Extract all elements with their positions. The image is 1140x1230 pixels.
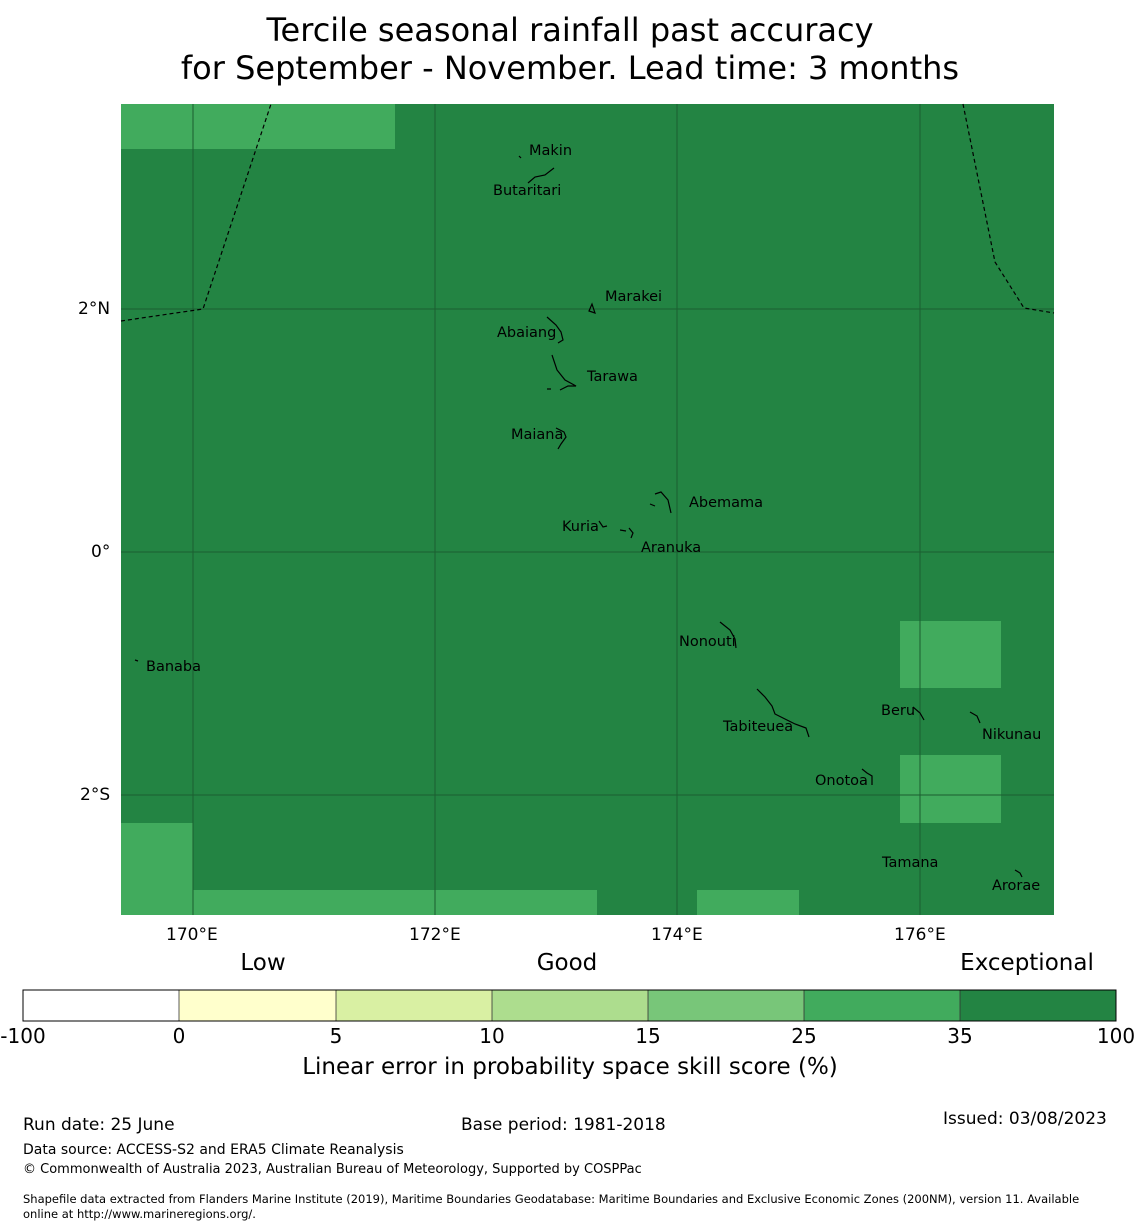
island-coastline	[598, 520, 608, 528]
island-label-banaba: Banaba	[146, 659, 201, 675]
lon-tick-170: 170°E	[166, 925, 218, 945]
issued-date: Issued: 03/08/2023	[943, 1109, 1107, 1129]
island-label-tamana: Tamana	[881, 855, 938, 871]
colorbar-tick: 0	[172, 1024, 186, 1048]
colorbar-category-exceptional: Exceptional	[960, 950, 1094, 976]
island-label-onotoa: Onotoa	[815, 773, 868, 789]
colorbar-frame	[22, 989, 1117, 1022]
island-coastlines	[134, 155, 1023, 878]
colorbar	[22, 989, 1117, 1022]
run-date: Run date: 25 June	[23, 1115, 175, 1135]
island-coastline	[527, 167, 555, 184]
island-label-abemama: Abemama	[689, 495, 763, 511]
colorbar-segment	[960, 990, 1116, 1021]
island-coastline	[619, 527, 634, 539]
island-label-abaiang: Abaiang	[497, 325, 556, 341]
graticule	[121, 104, 1054, 915]
colorbar-segment	[492, 990, 648, 1021]
eez-boundary-east	[962, 103, 1055, 314]
colorbar-tick: 35	[947, 1024, 973, 1048]
island-coastline	[861, 768, 873, 785]
skill-cell	[900, 621, 1001, 688]
island-label-aranuka: Aranuka	[641, 540, 701, 556]
eez-boundary-west	[120, 103, 272, 322]
colorbar-segment	[336, 990, 492, 1021]
data-source: Data source: ACCESS-S2 and ERA5 Climate …	[23, 1142, 404, 1158]
skill-background	[121, 104, 1054, 915]
lat-tick-0: 0°	[91, 542, 111, 562]
colorbar-segment	[648, 990, 804, 1021]
chart-title-line-2: for September - November. Lead time: 3 m…	[180, 49, 960, 87]
island-label-makin: Makin	[529, 143, 572, 159]
colorbar-tick: 100	[1096, 1024, 1136, 1048]
skill-cell	[121, 823, 193, 915]
island-labels: Makin Butaritari Marakei Abaiang Tarawa Maian…	[146, 143, 1041, 894]
copyright-notice: © Commonwealth of Australia 2023, Austra…	[23, 1162, 642, 1177]
island-label-nikunau: Nikunau	[982, 727, 1041, 743]
base-period: Base period: 1981-2018	[461, 1115, 666, 1135]
island-label-nonouti: Nonouti	[679, 634, 736, 650]
skill-cell	[697, 890, 799, 915]
island-coastline	[551, 354, 577, 391]
skill-cell	[193, 890, 597, 915]
colorbar-tick: 25	[791, 1024, 817, 1048]
island-label-beru: Beru	[881, 703, 915, 719]
island-coastline	[654, 491, 672, 514]
colorbar-segment	[179, 990, 336, 1021]
island-label-tabiteuea: Tabiteuea	[722, 719, 793, 735]
lat-tick-2n: 2°N	[78, 299, 111, 319]
island-coastline	[546, 316, 564, 344]
island-coastline	[756, 688, 810, 738]
colorbar-tick: -100	[0, 1024, 46, 1048]
island-coastline	[649, 503, 656, 507]
chart-title-line-1: Tercile seasonal rainfall past accuracy	[266, 11, 874, 49]
colorbar-tick: 10	[479, 1024, 505, 1048]
colorbar-segment	[804, 990, 960, 1021]
lon-tick-176: 176°E	[894, 925, 946, 945]
colorbar-category-good: Good	[536, 950, 598, 976]
lon-tick-174: 174°E	[651, 925, 703, 945]
island-label-kuria: Kuria	[562, 519, 599, 535]
skill-cell	[121, 104, 395, 149]
island-coastline	[518, 155, 522, 159]
eez-boundaries	[120, 103, 1055, 322]
island-coastline	[719, 621, 737, 649]
island-coastline	[555, 427, 567, 450]
colorbar-tick: 5	[329, 1024, 343, 1048]
island-label-arorae: Arorae	[992, 878, 1040, 894]
island-coastline	[969, 711, 981, 724]
shapefile-credit-line-2: online at http://www.marineregions.org/.	[23, 1207, 256, 1221]
colorbar-tick: 15	[635, 1024, 661, 1048]
island-coastline	[588, 302, 596, 314]
colorbar-segment	[23, 990, 179, 1021]
island-coastline	[134, 659, 139, 662]
colorbar-label: Linear error in probability space skill …	[302, 1054, 838, 1080]
island-label-maiana: Maiana	[511, 427, 563, 443]
skill-cells	[121, 104, 1054, 915]
skill-cell	[900, 755, 1001, 823]
colorbar-category-low: Low	[240, 950, 286, 976]
island-label-tarawa: Tarawa	[586, 369, 638, 385]
lat-tick-2s: 2°S	[80, 785, 111, 805]
island-coastline	[912, 706, 925, 721]
island-label-butaritari: Butaritari	[493, 183, 561, 199]
lon-tick-172: 172°E	[409, 925, 461, 945]
shapefile-credit-line-1: Shapefile data extracted from Flanders M…	[23, 1192, 1080, 1206]
island-label-marakei: Marakei	[605, 289, 662, 305]
island-coastline	[1014, 869, 1023, 878]
